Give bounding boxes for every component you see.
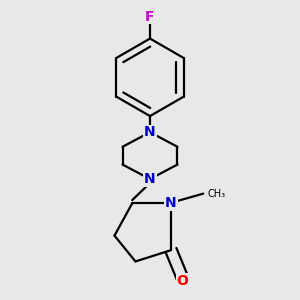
Text: N: N [165,196,177,210]
Text: N: N [144,125,156,139]
Text: N: N [144,172,156,186]
Text: CH₃: CH₃ [207,189,225,199]
Text: F: F [145,10,155,24]
Text: O: O [176,274,188,288]
